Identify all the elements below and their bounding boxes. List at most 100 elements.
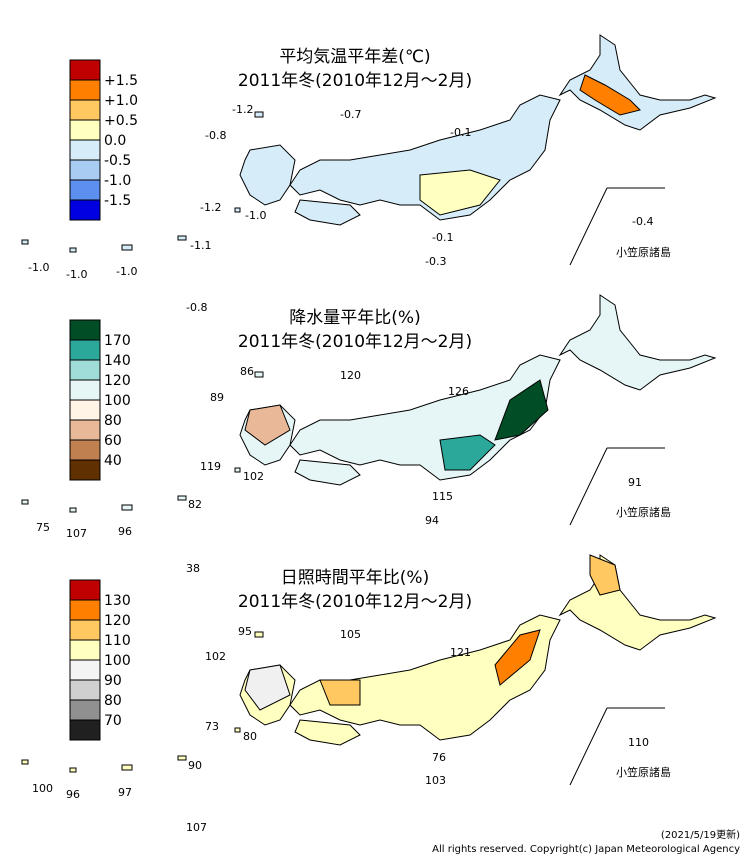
station-value: -1.1 — [190, 239, 211, 252]
station-value: -0.7 — [340, 108, 361, 121]
station-value: 82 — [188, 498, 202, 511]
station-value: 103 — [425, 774, 446, 787]
legend-swatch — [69, 99, 101, 121]
subtitle: 2011年冬(2010年12月～2月) — [238, 592, 472, 612]
station-value: 95 — [238, 625, 252, 638]
legend-swatch — [69, 699, 101, 721]
station-value: -0.3 — [425, 255, 446, 268]
legend-label: 90 — [104, 673, 122, 689]
station-value: 小笠原諸島 — [616, 505, 671, 519]
station-value: -1.0 — [66, 268, 87, 281]
station-value: -0.1 — [432, 231, 453, 244]
station-value: 96 — [118, 525, 132, 538]
map-1 — [21, 34, 716, 253]
station-value: 73 — [205, 720, 219, 733]
station-value: 100 — [32, 782, 53, 795]
legend-swatch — [69, 119, 101, 141]
legend-swatch — [69, 459, 101, 481]
legend-label: 120 — [104, 613, 131, 629]
legend-swatch — [69, 359, 101, 381]
station-value: 86 — [240, 365, 254, 378]
legend-label: 130 — [104, 593, 131, 609]
legend-label: 110 — [104, 633, 131, 649]
station-value: 119 — [200, 460, 221, 473]
legend-swatch — [69, 59, 101, 81]
legend-swatch — [69, 379, 101, 401]
title: 平均気温平年差(℃) — [279, 47, 430, 67]
legend-label: 120 — [104, 373, 131, 389]
legend-label: 170 — [104, 333, 131, 349]
subtitle: 2011年冬(2010年12月～2月) — [238, 332, 472, 352]
copyright: All rights reserved. Copyright(c) Japan … — [432, 844, 740, 855]
station-value: 96 — [66, 788, 80, 801]
legend-label: 140 — [104, 353, 131, 369]
station-value: -1.2 — [200, 201, 221, 214]
station-value: 126 — [448, 385, 469, 398]
legend-swatch — [69, 599, 101, 621]
station-value: 107 — [186, 821, 207, 834]
legend-label: +1.5 — [104, 73, 138, 89]
legend-swatch — [69, 339, 101, 361]
legend-label: 0.0 — [104, 133, 126, 149]
station-value: 120 — [340, 369, 361, 382]
station-value: 小笠原諸島 — [616, 245, 671, 259]
station-value: -0.8 — [186, 301, 207, 314]
legend-label: -1.0 — [104, 173, 131, 189]
legend-swatch — [69, 439, 101, 461]
legend-label: 80 — [104, 413, 122, 429]
subtitle: 2011年冬(2010年12月～2月) — [238, 71, 472, 91]
legend-label: 80 — [104, 693, 122, 709]
station-value: 89 — [210, 391, 224, 404]
station-value: 38 — [186, 562, 200, 575]
station-value: -1.0 — [245, 209, 266, 222]
legend-swatch — [69, 619, 101, 641]
station-value: 121 — [450, 646, 471, 659]
bonin-frames — [569, 187, 665, 786]
station-value: 97 — [118, 786, 132, 799]
legend-label: -0.5 — [104, 153, 131, 169]
station-value: 80 — [243, 730, 257, 743]
station-value: 102 — [243, 470, 264, 483]
legend-label: 40 — [104, 453, 122, 469]
station-value: 110 — [628, 736, 649, 749]
legend-swatch — [69, 659, 101, 681]
legend-label: 100 — [104, 393, 131, 409]
legend-label: 60 — [104, 433, 122, 449]
legend-swatch — [69, 139, 101, 161]
station-value: 75 — [36, 521, 50, 534]
station-value: -0.4 — [632, 215, 653, 228]
legend-label: -1.5 — [104, 193, 131, 209]
legend-swatch — [69, 719, 101, 741]
legend-label: +0.5 — [104, 113, 138, 129]
station-value: 105 — [340, 628, 361, 641]
map-2 — [21, 294, 716, 513]
legend-swatch — [69, 179, 101, 201]
station-value: 小笠原諸島 — [616, 765, 671, 779]
station-value: 102 — [205, 650, 226, 663]
legend-swatch — [69, 579, 101, 601]
legend-swatch — [69, 159, 101, 181]
updated: (2021/5/19更新) — [661, 828, 740, 841]
station-value: 94 — [425, 514, 439, 527]
station-value: 90 — [188, 759, 202, 772]
station-value: 107 — [66, 527, 87, 540]
legend-swatch — [69, 79, 101, 101]
legend-swatch — [69, 199, 101, 221]
station-value: -1.0 — [116, 265, 137, 278]
legend-swatch — [69, 319, 101, 341]
station-value: -1.0 — [28, 261, 49, 274]
legend-swatch — [69, 419, 101, 441]
map-3 — [21, 554, 716, 773]
legend-swatch — [69, 399, 101, 421]
station-value: -0.8 — [205, 129, 226, 142]
legend-label: +1.0 — [104, 93, 138, 109]
station-value: -1.2 — [232, 103, 253, 116]
station-value: 76 — [432, 751, 446, 764]
title: 日照時間平年比(%) — [281, 568, 429, 588]
legend-swatch — [69, 679, 101, 701]
station-value: -0.1 — [450, 126, 471, 139]
legend-label: 100 — [104, 653, 131, 669]
title: 降水量平年比(%) — [289, 308, 420, 328]
legend-swatch — [69, 639, 101, 661]
